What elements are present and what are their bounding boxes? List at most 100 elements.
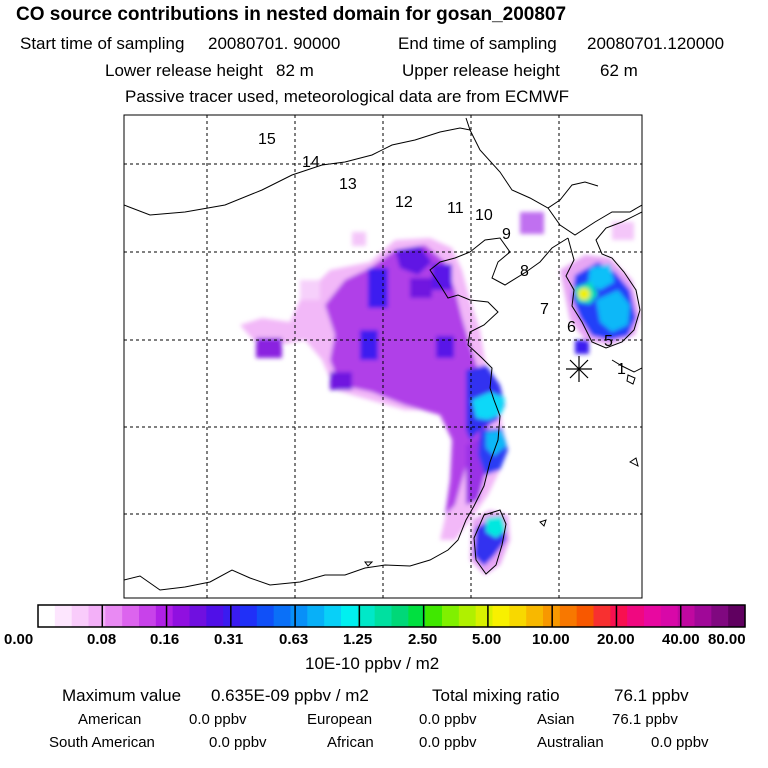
colorbar-tick: 0.08: [87, 631, 117, 648]
region-label: 1: [617, 361, 626, 378]
colorbar: [37, 604, 746, 628]
colorbar-segment: [458, 605, 477, 627]
plume-east-cyan-2: [596, 290, 630, 332]
region-value: 0.0 ppbv: [419, 734, 477, 751]
start-time-label: Start time of sampling: [20, 34, 185, 53]
border-ne: [469, 129, 599, 209]
colorbar-segment: [240, 605, 258, 627]
region-value: 0.0 ppbv: [419, 711, 477, 728]
region-label: 9: [502, 226, 511, 243]
island-3: [539, 519, 547, 527]
max-value: 0.635E-09 ppbv / m2: [211, 686, 369, 705]
max-value-label: Maximum value: [62, 686, 182, 705]
colorbar-segment: [374, 605, 393, 627]
plume-west-blob: [256, 338, 282, 358]
total-mixing-label: Total mixing ratio: [432, 686, 560, 705]
colorbar-segment: [88, 605, 106, 627]
colorbar-segment: [728, 605, 746, 627]
colorbar-segment: [711, 605, 729, 627]
colorbar-tick: 0.16: [150, 631, 180, 648]
region-label: 14: [302, 154, 320, 171]
colorbar-tick: 80.00: [708, 631, 746, 648]
colorbar-segment: [475, 605, 494, 627]
plume-core-4: [330, 372, 352, 390]
coast-taiwan: [473, 509, 507, 575]
colorbar-segment: [660, 605, 679, 627]
lat-lon-grid: [124, 115, 642, 598]
colorbar-segment: [391, 605, 409, 627]
tracer-note: Passive tracer used, meteorological data…: [125, 87, 570, 106]
region-label: 7: [540, 301, 549, 318]
receptor-marker-icon: [566, 356, 592, 382]
colorbar-tick: 2.50: [408, 631, 438, 648]
island-1: [626, 374, 636, 385]
island-2: [629, 457, 639, 467]
colorbar-segment: [223, 605, 241, 627]
colorbar-segment: [610, 605, 628, 627]
colorbar-segment: [627, 605, 645, 627]
colorbar-segment: [155, 605, 174, 627]
colorbar-frame: [37, 604, 746, 628]
colorbar-segment: [54, 605, 73, 627]
colorbar-tick: 40.00: [662, 631, 700, 648]
hotspot-island: [486, 516, 506, 538]
region-label: 11: [447, 200, 464, 217]
colorbar-tick: 10.00: [532, 631, 570, 648]
colorbar-segment: [442, 605, 460, 627]
colorbar-tick: 20.00: [597, 631, 635, 648]
region-value: 0.0 ppbv: [189, 711, 247, 728]
plot-title: CO source contributions in nested domain…: [16, 4, 567, 25]
region-label: 6: [567, 319, 576, 336]
colorbar-segment: [206, 605, 224, 627]
end-time-value: 20080701.120000: [587, 34, 725, 53]
region-name: Asian: [537, 711, 575, 728]
colorbar-segment: [593, 605, 611, 627]
colorbar-tick: 0.00: [4, 631, 34, 648]
colorbar-segment: [307, 605, 325, 627]
colorbar-segment: [290, 605, 308, 627]
upper-height-label: Upper release height: [402, 61, 560, 80]
colorbar-tick: 0.63: [279, 631, 309, 648]
region-label: 10: [475, 207, 493, 224]
region-name: Australian: [537, 734, 604, 751]
colorbar-segment: [273, 605, 292, 627]
region-label: 8: [520, 263, 529, 280]
colorbar-segment: [256, 605, 275, 627]
plume-east-dot: [612, 222, 634, 240]
upper-height-value: 62 m: [600, 61, 638, 80]
region-name: South American: [49, 734, 155, 751]
region-label: 15: [258, 131, 276, 148]
colorbar-segment: [677, 605, 696, 627]
region-value: 76.1 ppbv: [612, 711, 678, 728]
region-label: 5: [604, 333, 613, 350]
region-name: African: [327, 734, 374, 751]
hotspot-east-yellow: [578, 288, 590, 300]
colorbar-tick: 5.00: [472, 631, 502, 648]
colorbar-units: 10E-10 ppbv / m2: [305, 654, 440, 673]
hotspot-coast: [472, 392, 505, 420]
plume-core-north: [395, 246, 432, 275]
colorbar-segment: [189, 605, 207, 627]
colorbar-segment: [694, 605, 712, 627]
total-mixing-value: 76.1 ppbv: [614, 686, 689, 705]
colorbar-segment: [139, 605, 157, 627]
coast-japan: [611, 359, 642, 373]
colorbar-segment: [408, 605, 426, 627]
colorbar-segment: [105, 605, 123, 627]
colorbar-segment: [526, 605, 544, 627]
coastlines: [124, 117, 642, 591]
region-label: 13: [339, 176, 357, 193]
colorbar-segment: [509, 605, 527, 627]
coast-china: [124, 237, 569, 591]
region-labels: 15 14 13 12 11 10 9 8 7 6 5 1: [258, 131, 626, 378]
plume-core-6: [432, 264, 452, 290]
island-4: [364, 561, 374, 567]
colorbar-segment: [324, 605, 342, 627]
end-time-label: End time of sampling: [398, 34, 557, 53]
region-name: American: [78, 711, 142, 728]
colorbar-segment: [38, 605, 56, 627]
plume-ne-dot: [352, 232, 366, 246]
region-name: European: [307, 711, 373, 728]
colorbar-segment: [357, 605, 376, 627]
